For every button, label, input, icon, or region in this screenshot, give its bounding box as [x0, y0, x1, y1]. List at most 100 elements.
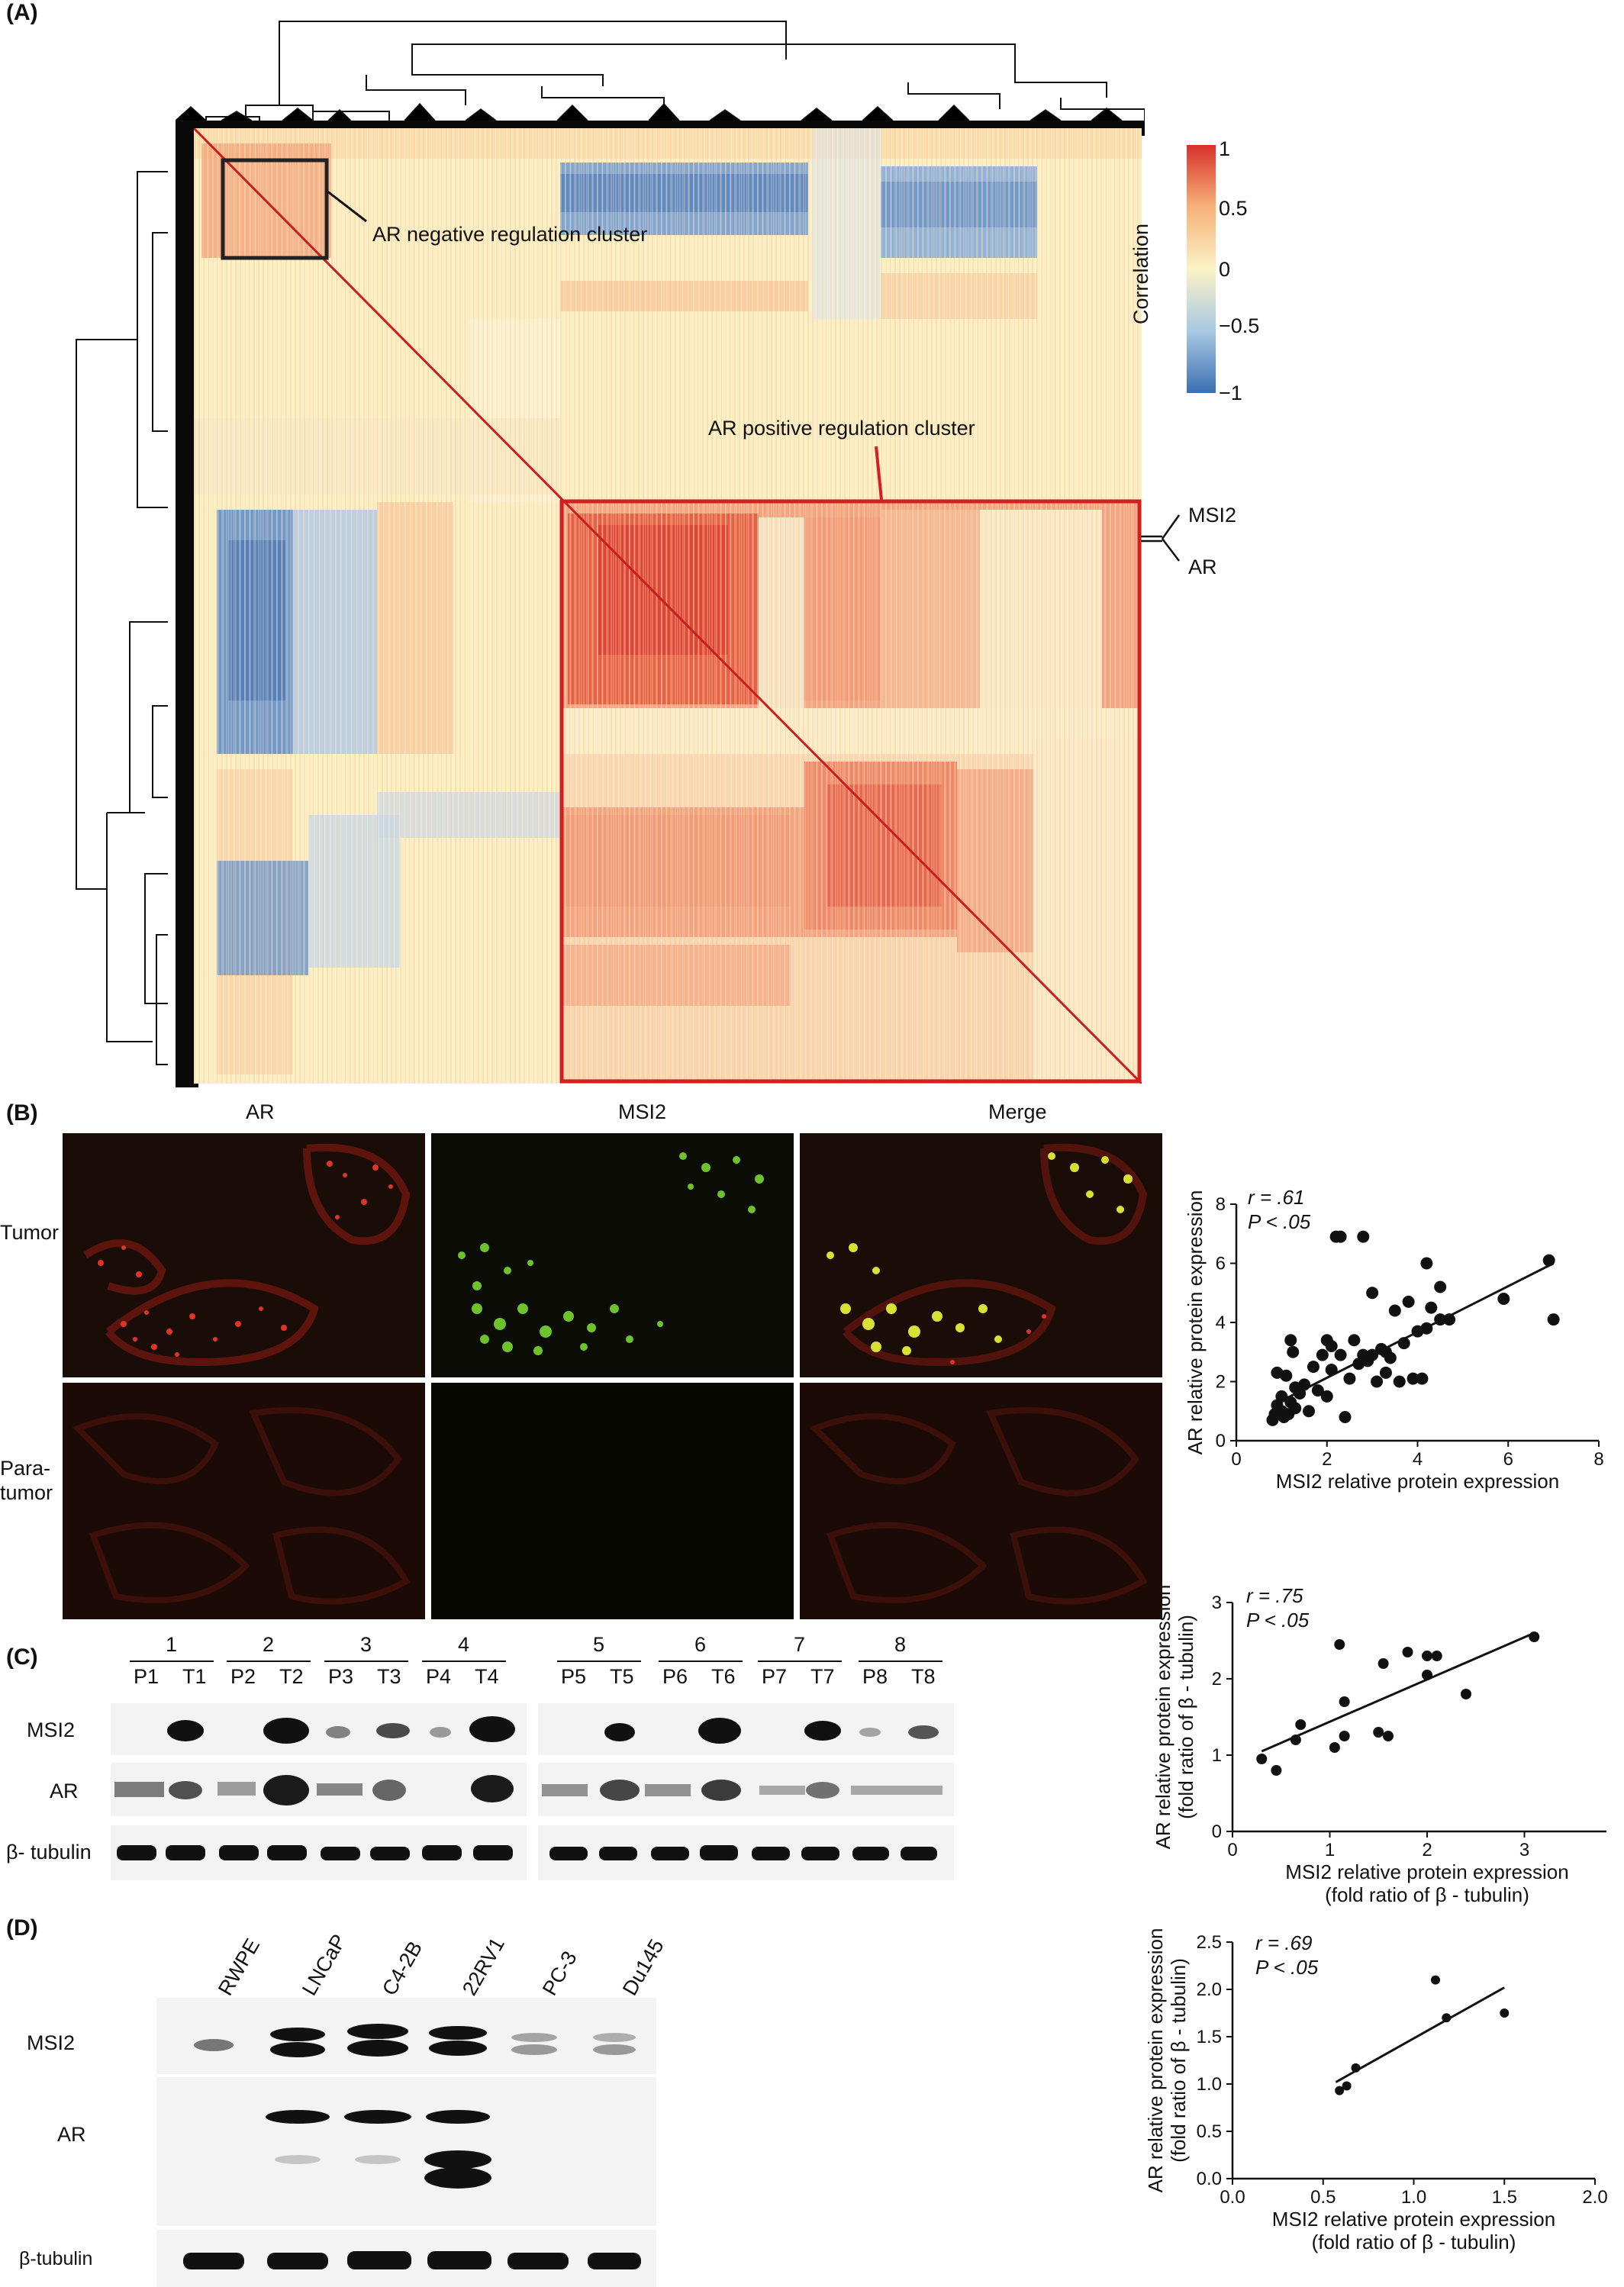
blot-c-lane-T8: T8: [911, 1665, 936, 1688]
micro-col-merge: Merge: [988, 1100, 1047, 1123]
x-tick-label: 2: [1422, 1840, 1432, 1860]
blot-c-lane-P7: P7: [762, 1665, 788, 1688]
blot-c-group-line: [659, 1660, 743, 1662]
blot-d-lane-C4-2B: C4-2B: [378, 1937, 427, 1999]
data-point: [1393, 1375, 1406, 1388]
x-tick-label: 6: [1503, 1449, 1513, 1470]
data-point: [1311, 1384, 1324, 1397]
blot-c-group-line: [130, 1660, 214, 1662]
micro-col-ar: AR: [246, 1100, 275, 1123]
x-tick-label: 1: [1325, 1840, 1335, 1860]
y-axis-label: AR relative protein expression: [1152, 1585, 1174, 1850]
data-point: [1378, 1658, 1389, 1669]
blot-c-lane-P5: P5: [561, 1665, 587, 1688]
blot-c-tubulin-right: [538, 1825, 954, 1880]
data-point: [1256, 1754, 1268, 1764]
blot-c-lane-P3: P3: [328, 1665, 354, 1688]
data-point: [1287, 1345, 1300, 1358]
stat-r: r = .69: [1255, 1931, 1312, 1954]
gene-bracket: [1141, 514, 1181, 562]
data-point: [1434, 1313, 1447, 1326]
data-point: [1402, 1647, 1413, 1657]
panel-d-label: (D): [6, 1915, 38, 1941]
colorbar-tick-1: 1: [1219, 137, 1231, 160]
blot-c-group-line: [227, 1660, 311, 1662]
colorbar: [1187, 145, 1216, 393]
data-point: [1542, 1254, 1555, 1267]
regression-line: [1335, 1986, 1505, 2083]
blot-d-ar: [156, 2077, 656, 2226]
colorbar-tick-neg0.5: −0.5: [1219, 314, 1260, 337]
stat-r: r = .61: [1248, 1186, 1304, 1209]
y-tick-label: 0: [1216, 1431, 1226, 1451]
data-point: [1275, 1390, 1288, 1403]
data-point: [1379, 1366, 1392, 1379]
blot-c-lane-T2: T2: [279, 1665, 304, 1688]
blot-c-lane-T3: T3: [377, 1665, 401, 1688]
correlation-heatmap: [194, 128, 1142, 1084]
cluster-callout-lines: [326, 189, 883, 501]
x-tick-label: 0: [1231, 1449, 1241, 1470]
data-point: [1388, 1304, 1401, 1317]
y-tick-label: 1.0: [1197, 2074, 1222, 2095]
stat-p: P < .05: [1248, 1210, 1311, 1233]
data-point: [1271, 1765, 1282, 1776]
data-point: [1443, 1313, 1456, 1326]
blot-d-lane-LNCaP: LNCaP: [298, 1930, 351, 1999]
data-point: [1366, 1287, 1379, 1300]
data-point: [1434, 1280, 1447, 1293]
colorbar-tick-0.5: 0.5: [1219, 197, 1248, 220]
blot-c-header: 1 2 3 4 5 6 7 8 P1 T1 P2 T2 P3 T3 P4 T4 P5 T5 P6 T6 P7 T7 P8 T8: [0, 1633, 962, 1694]
positive-cluster-box: [559, 499, 1142, 1084]
data-point: [1461, 1689, 1471, 1699]
y-tick-label: 1.5: [1197, 2027, 1222, 2047]
data-point: [1500, 2008, 1510, 2018]
blot-d-tubulin: [156, 2230, 656, 2287]
blot-c-lane-T5: T5: [610, 1665, 634, 1688]
x-tick-label: 4: [1413, 1449, 1423, 1470]
negative-cluster-label: AR negative regulation cluster: [372, 223, 648, 246]
blot-c-ar-right: [538, 1763, 954, 1816]
blot-c-lane-P1: P1: [134, 1665, 160, 1688]
data-point: [1334, 1639, 1345, 1650]
blot-c-row-tubulin: β- tubulin: [6, 1841, 92, 1863]
blot-c-lane-T1: T1: [182, 1665, 207, 1688]
positive-cluster-label: AR positive regulation cluster: [708, 417, 975, 440]
colorbar-title: Correlation: [1129, 223, 1152, 324]
scatter-plot-1: 0 2 4 6 8 0 2 4 6 8 r = .61P < .05 MSI2 relative pr…: [1184, 1186, 1604, 1493]
data-point: [1342, 2081, 1352, 2091]
micrograph-tumor-msi2: [431, 1133, 794, 1377]
data-point: [1290, 1735, 1301, 1745]
y-tick-label: 4: [1216, 1313, 1226, 1333]
blot-d-row-tubulin: β-tubulin: [19, 2248, 93, 2269]
gene-label-msi2: MSI2: [1188, 504, 1237, 527]
data-point: [1284, 1334, 1297, 1347]
y-tick-label: 2.5: [1197, 1932, 1222, 1953]
data-point: [1334, 1230, 1347, 1243]
blot-c-group-1: 1: [166, 1633, 178, 1656]
blot-c-group-line: [557, 1660, 641, 1662]
panel-a-label: (A): [6, 0, 38, 25]
blot-c-group-line: [859, 1660, 942, 1662]
x-tick-label: 0.0: [1220, 2187, 1245, 2208]
x-axis-label: MSI2 relative protein expression: [1285, 1860, 1568, 1883]
x-tick-label: 0: [1227, 1840, 1237, 1860]
micrograph-paratumor-msi2: [431, 1383, 794, 1619]
data-point: [1431, 1975, 1440, 1985]
blot-c-lane-P4: P4: [426, 1665, 452, 1688]
data-point: [1339, 1696, 1350, 1707]
data-point: [1420, 1322, 1433, 1335]
data-point: [1384, 1351, 1397, 1364]
data-point: [1529, 1632, 1540, 1642]
y-tick-label: 2.0: [1197, 1979, 1222, 2000]
data-point: [1316, 1348, 1329, 1361]
y-tick-label: 2: [1212, 1669, 1222, 1689]
blot-c-lane-P8: P8: [862, 1665, 888, 1688]
blot-c-msi2-left: [111, 1703, 527, 1755]
blot-c-group-7: 7: [794, 1633, 806, 1656]
data-point: [1335, 2086, 1345, 2095]
blot-d-row-msi2: MSI2: [27, 2031, 76, 2054]
data-point: [1442, 2013, 1452, 2023]
blot-c-group-line: [324, 1660, 408, 1662]
